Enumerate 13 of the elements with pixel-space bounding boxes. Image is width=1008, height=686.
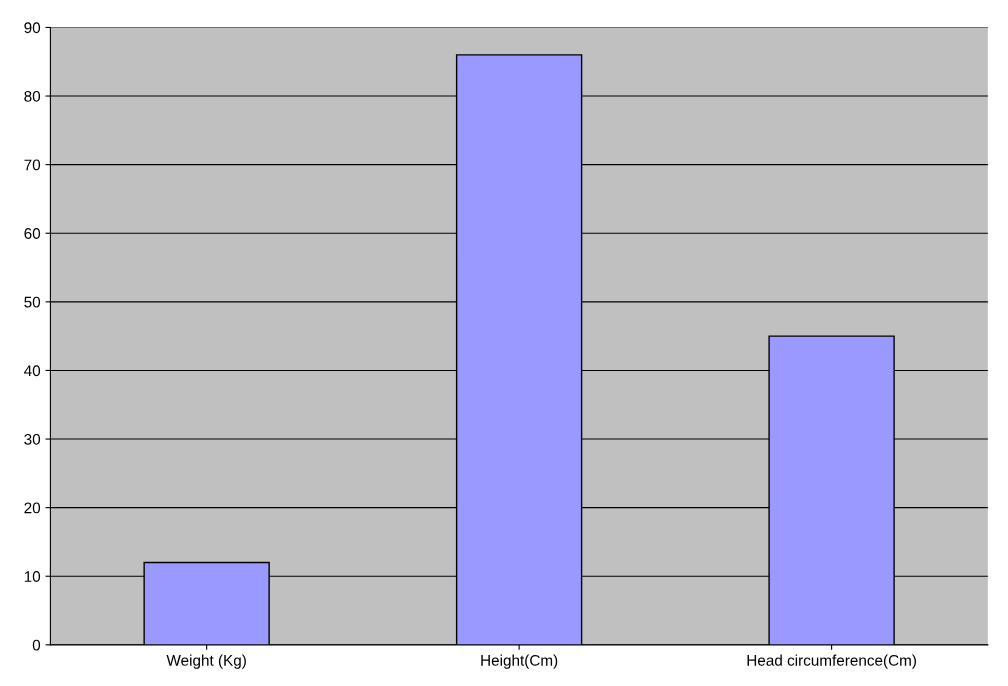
y-tick-label: 80 xyxy=(24,90,41,102)
x-tick-label: Height(Cm) xyxy=(481,654,558,669)
y-tick-label: 70 xyxy=(24,159,41,171)
y-tick-label: 20 xyxy=(24,502,41,514)
y-tick-label: 60 xyxy=(24,228,41,239)
y-tick-label: 90 xyxy=(24,22,41,34)
y-tick-label: 40 xyxy=(24,365,41,377)
x-tick-label: Weight (Kg) xyxy=(166,654,246,669)
y-tick-label: 10 xyxy=(24,571,41,582)
y-tick-label: 30 xyxy=(24,433,41,445)
y-tick-label: 50 xyxy=(24,296,41,308)
y-tick-label: 0 xyxy=(32,639,41,651)
x-tick-label: Head circumference(Cm) xyxy=(747,654,916,669)
